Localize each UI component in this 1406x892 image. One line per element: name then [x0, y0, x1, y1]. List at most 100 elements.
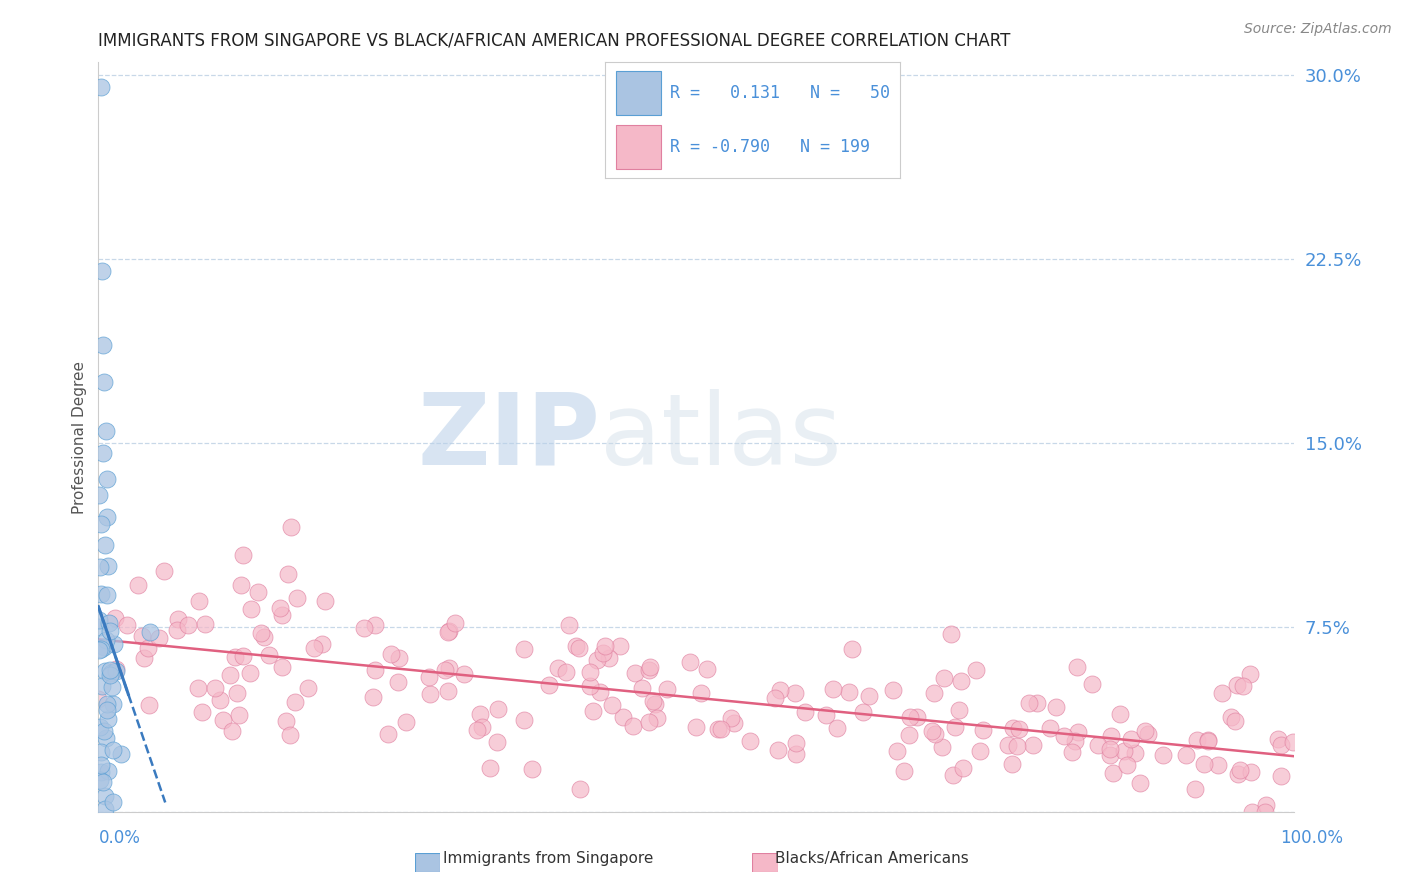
Point [91, 679, 114, 693]
Point [738, 733, 761, 747]
Point [555, 665, 578, 679]
Point [228, 707, 250, 722]
Point [1045, 700, 1067, 714]
Point [972, 723, 994, 737]
Point [997, 738, 1019, 752]
Point [277, 566, 299, 581]
Point [612, 710, 634, 724]
Point [280, 520, 302, 534]
Point [104, 611, 127, 625]
Point [364, 618, 387, 632]
Point [825, 722, 848, 736]
Point [785, 736, 807, 750]
Point [247, 585, 270, 599]
Point [588, 684, 610, 698]
Text: Source: ZipAtlas.com: Source: ZipAtlas.com [1244, 22, 1392, 37]
Point [271, 660, 294, 674]
Point [1137, 727, 1160, 741]
Point [1184, 781, 1206, 796]
Point [187, 681, 209, 695]
Point [257, 648, 280, 662]
Point [97, 616, 120, 631]
Point [90, 745, 112, 759]
Point [89, 620, 111, 634]
Point [768, 743, 790, 757]
Point [224, 649, 246, 664]
Point [377, 727, 399, 741]
Point [821, 681, 844, 696]
Point [595, 639, 617, 653]
Point [621, 718, 644, 732]
Point [105, 664, 128, 678]
Text: 100.0%: 100.0% [1279, 829, 1343, 847]
Point [419, 688, 441, 702]
Point [418, 670, 440, 684]
Point [1206, 758, 1229, 772]
Point [838, 685, 860, 699]
Point [468, 706, 491, 721]
Point [1175, 747, 1198, 762]
Point [858, 689, 880, 703]
Point [609, 639, 631, 653]
Point [96, 764, 118, 779]
Point [91, 774, 114, 789]
Point [707, 722, 730, 736]
Point [657, 682, 679, 697]
Point [1018, 696, 1040, 710]
Point [1066, 660, 1088, 674]
Point [94, 731, 117, 745]
Point [898, 728, 921, 742]
Point [433, 663, 456, 677]
Point [90, 516, 112, 531]
Point [87, 692, 110, 706]
Point [437, 661, 460, 675]
Point [98, 624, 121, 639]
Point [364, 664, 387, 678]
Point [645, 710, 668, 724]
Point [91, 445, 114, 459]
Point [103, 637, 125, 651]
Point [638, 663, 661, 677]
Text: R =   0.131   N =   50: R = 0.131 N = 50 [669, 84, 890, 102]
Point [965, 663, 987, 677]
Point [558, 618, 581, 632]
Point [841, 641, 863, 656]
Point [276, 714, 298, 729]
Point [785, 747, 807, 761]
Point [582, 704, 605, 718]
Point [513, 713, 536, 727]
Point [1123, 746, 1146, 760]
Point [285, 591, 308, 606]
Point [90, 587, 112, 601]
Point [685, 720, 707, 734]
Point [1026, 696, 1049, 710]
Point [586, 653, 609, 667]
Point [1116, 757, 1139, 772]
Point [942, 768, 965, 782]
Point [641, 693, 664, 707]
Point [1270, 769, 1292, 783]
Point [486, 702, 509, 716]
Point [98, 663, 121, 677]
Point [886, 744, 908, 758]
Point [395, 714, 418, 729]
Text: ZIP: ZIP [418, 389, 600, 485]
Point [710, 723, 733, 737]
Point [177, 618, 200, 632]
Point [1239, 667, 1261, 681]
Point [1081, 677, 1104, 691]
Point [1192, 756, 1215, 771]
Y-axis label: Professional Degree: Professional Degree [72, 360, 87, 514]
Point [969, 744, 991, 758]
Point [1240, 805, 1263, 819]
Point [89, 487, 111, 501]
Point [1001, 721, 1024, 735]
Point [93, 789, 115, 804]
Point [314, 593, 336, 607]
Point [89, 773, 111, 788]
Point [1267, 732, 1289, 747]
Point [105, 662, 128, 676]
Point [239, 665, 262, 680]
Point [1039, 722, 1062, 736]
Point [437, 684, 460, 698]
